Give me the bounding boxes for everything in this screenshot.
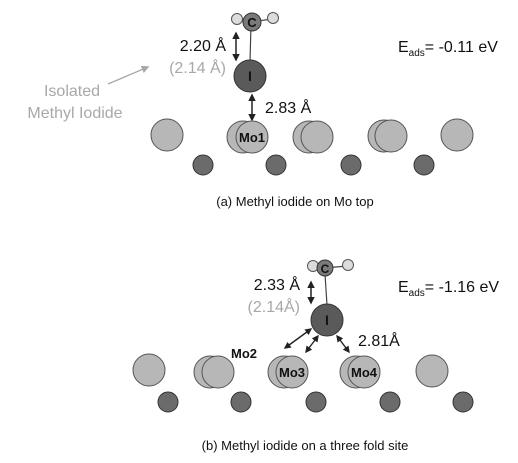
e-ads-prefix: E [398,279,409,296]
ci-isolated-distance-label: (2.14 Å) [169,58,226,77]
hydrogen-atom [267,12,279,24]
iodine-atom [233,59,267,93]
mo-atom-sublayer [305,391,327,413]
mo1-label: Mo1 [239,130,265,145]
ci-distance-label: 2.33 Å [254,275,301,294]
carbon-label: C [247,15,257,30]
e-ads-sub: ads [409,288,425,299]
i-mo3-distance-arrow [305,334,319,354]
ci-isolated-distance-label: (2.14Å) [248,297,300,316]
mo-atom-sublayer [157,391,179,413]
mo2-label: Mo2 [231,346,257,361]
i-mo-distance-label: 2.83 Å [265,98,312,117]
mo4-atom [347,355,381,389]
mo-atom-sublayer [230,391,252,413]
isolated-note-line2: Methyl Iodide [27,105,122,122]
mo-atom-sublayer [379,391,401,413]
mo-atom-sublayer [192,154,214,176]
hydrogen-atom [342,259,354,271]
carbon-atom [242,12,262,32]
ci-bond [324,273,328,306]
e-ads-value: = -1.16 eV [425,279,500,296]
e-ads-prefix: E [398,39,409,56]
mo-atom [415,354,449,388]
caption-b: (b) Methyl iodide on a three fold site [202,438,409,453]
isolated-note-arrow [107,65,150,85]
mo-atom [150,118,184,152]
caption-a: (a) Methyl iodide on Mo top [216,194,374,209]
i-mo2-distance-arrow [283,328,313,349]
mo2-atom [201,355,235,389]
iodine-atom [310,303,344,337]
mo3-label: Mo3 [279,365,305,380]
e-ads-a: Eads= -0.11 eV [398,39,498,59]
iodine-label: I [325,312,329,328]
carbon-label: C [321,262,330,276]
mo-atom [374,119,408,153]
mo1-atom [235,120,269,154]
i-mo4-distance-arrow [336,334,350,354]
hydrogen-atom [231,13,243,25]
mo-atom-sublayer [265,154,287,176]
mo-atom-sublayer [452,391,474,413]
mo-atom [300,120,334,154]
mo-atom [440,118,474,152]
carbon-atom [316,259,334,277]
panel-a: C I 2.20 Å (2.14 Å) Isolated Methyl Iodi… [27,12,498,209]
e-ads-b: Eads= -1.16 eV [398,279,499,299]
mo-atom [132,353,166,387]
i-mo-distance-label: 2.81Å [358,331,400,350]
e-ads-value: = -0.11 eV [425,39,498,56]
ci-distance-label: 2.20 Å [180,36,227,55]
panel-b: C I 2.33 Å (2.14Å) 2.81Å Mo2 Mo3 Mo4 Ead… [132,259,499,453]
iodine-label: I [248,68,252,84]
mo-atom-sublayer [413,154,435,176]
mo-atom-sublayer [340,154,362,176]
isolated-note-line1: Isolated [44,83,100,100]
mo3-atom [275,355,309,389]
e-ads-sub: ads [409,48,425,59]
mo4-label: Mo4 [351,365,378,380]
